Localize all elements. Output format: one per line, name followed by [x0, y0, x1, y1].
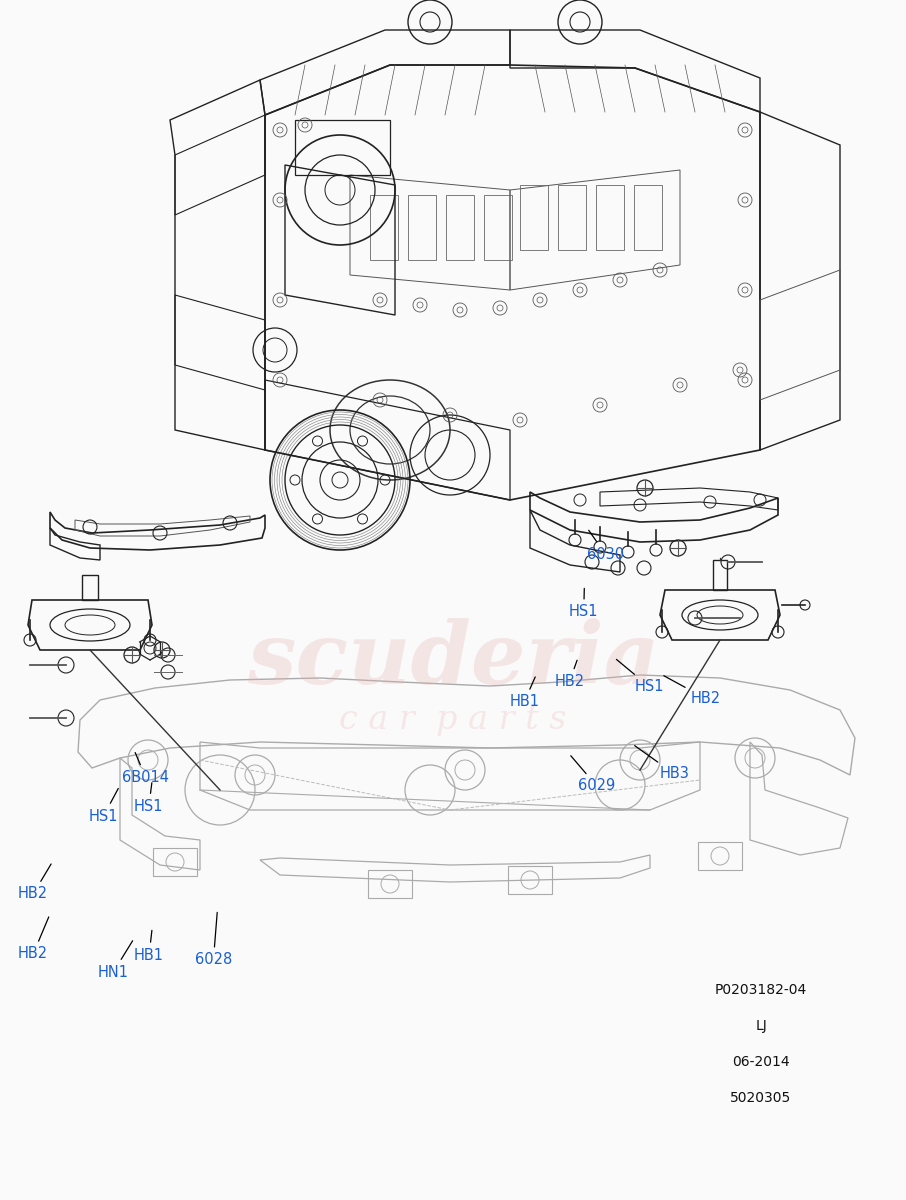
Text: scuderia: scuderia	[246, 618, 660, 702]
Text: HN1: HN1	[98, 941, 132, 979]
Text: 6B014: 6B014	[122, 752, 169, 785]
Text: HB1: HB1	[134, 930, 164, 962]
Text: HB2: HB2	[18, 864, 51, 901]
Text: 6029: 6029	[571, 756, 615, 793]
Text: LJ: LJ	[756, 1019, 766, 1033]
Text: 06-2014: 06-2014	[732, 1055, 790, 1069]
Text: P0203182-04: P0203182-04	[715, 983, 807, 997]
Text: 6030: 6030	[587, 530, 624, 562]
Text: HS1: HS1	[616, 659, 664, 694]
Text: HB3: HB3	[634, 745, 689, 781]
Text: HB1: HB1	[509, 677, 539, 709]
Text: HS1: HS1	[134, 782, 164, 814]
Text: HS1: HS1	[569, 588, 599, 619]
Text: HB2: HB2	[554, 660, 584, 689]
Text: c a r  p a r t s: c a r p a r t s	[340, 704, 566, 736]
Text: 6028: 6028	[195, 912, 232, 967]
Text: HB2: HB2	[18, 917, 49, 961]
Text: 5020305: 5020305	[730, 1091, 792, 1105]
Text: HB2: HB2	[664, 676, 720, 706]
Text: HS1: HS1	[89, 788, 119, 823]
